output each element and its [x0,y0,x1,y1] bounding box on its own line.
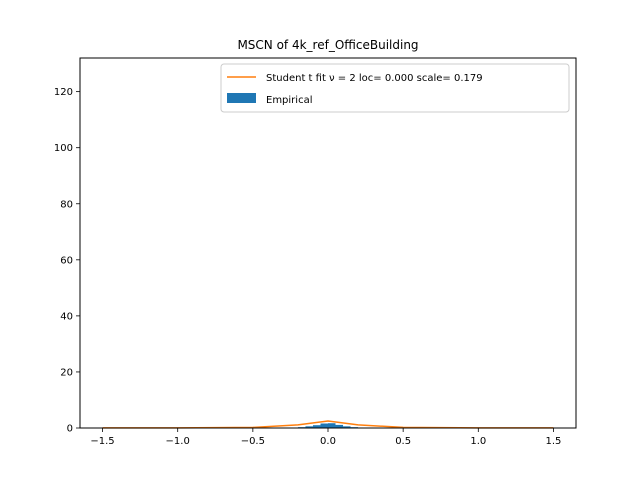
legend-label-student-t-fit: Student t fit ν = 2 loc= 0.000 scale= 0.… [266,73,483,84]
axes-frame [79,57,577,429]
y-tick-label: 40 [60,311,73,322]
x-tick-label: 0.0 [320,436,336,447]
x-axis: −1.5 −1.0 −0.5 0.0 0.5 1.0 1.5 [90,428,561,447]
x-tick-label: −1.0 [166,436,190,447]
x-tick-label: 1.5 [546,436,562,447]
y-tick-label: 80 [60,199,73,210]
histogram-bar [305,426,313,428]
legend: Student t fit ν = 2 loc= 0.000 scale= 0.… [220,63,570,113]
y-tick-label: 100 [54,143,73,154]
y-tick-label: 0 [67,424,73,435]
y-tick-label: 120 [54,87,73,98]
legend-label-empirical: Empirical [266,95,312,106]
histogram-bar [312,425,321,428]
y-tick-label: 20 [60,367,73,378]
x-tick-label: −1.5 [90,436,114,447]
histogram-bar [320,423,328,428]
legend-box [220,63,570,113]
legend-swatch-empirical [227,93,256,103]
histogram-bar [343,426,351,428]
x-tick-label: 1.0 [470,436,486,447]
y-axis: 0 20 40 60 80 100 120 [54,87,80,435]
x-tick-label: −0.5 [241,436,265,447]
histogram-bar [335,424,344,428]
histogram-bar [328,423,336,428]
y-tick-label: 60 [60,255,73,266]
x-tick-label: 0.5 [395,436,411,447]
chart-title: MSCN of 4k_ref_OfficeBuilding [237,38,418,52]
